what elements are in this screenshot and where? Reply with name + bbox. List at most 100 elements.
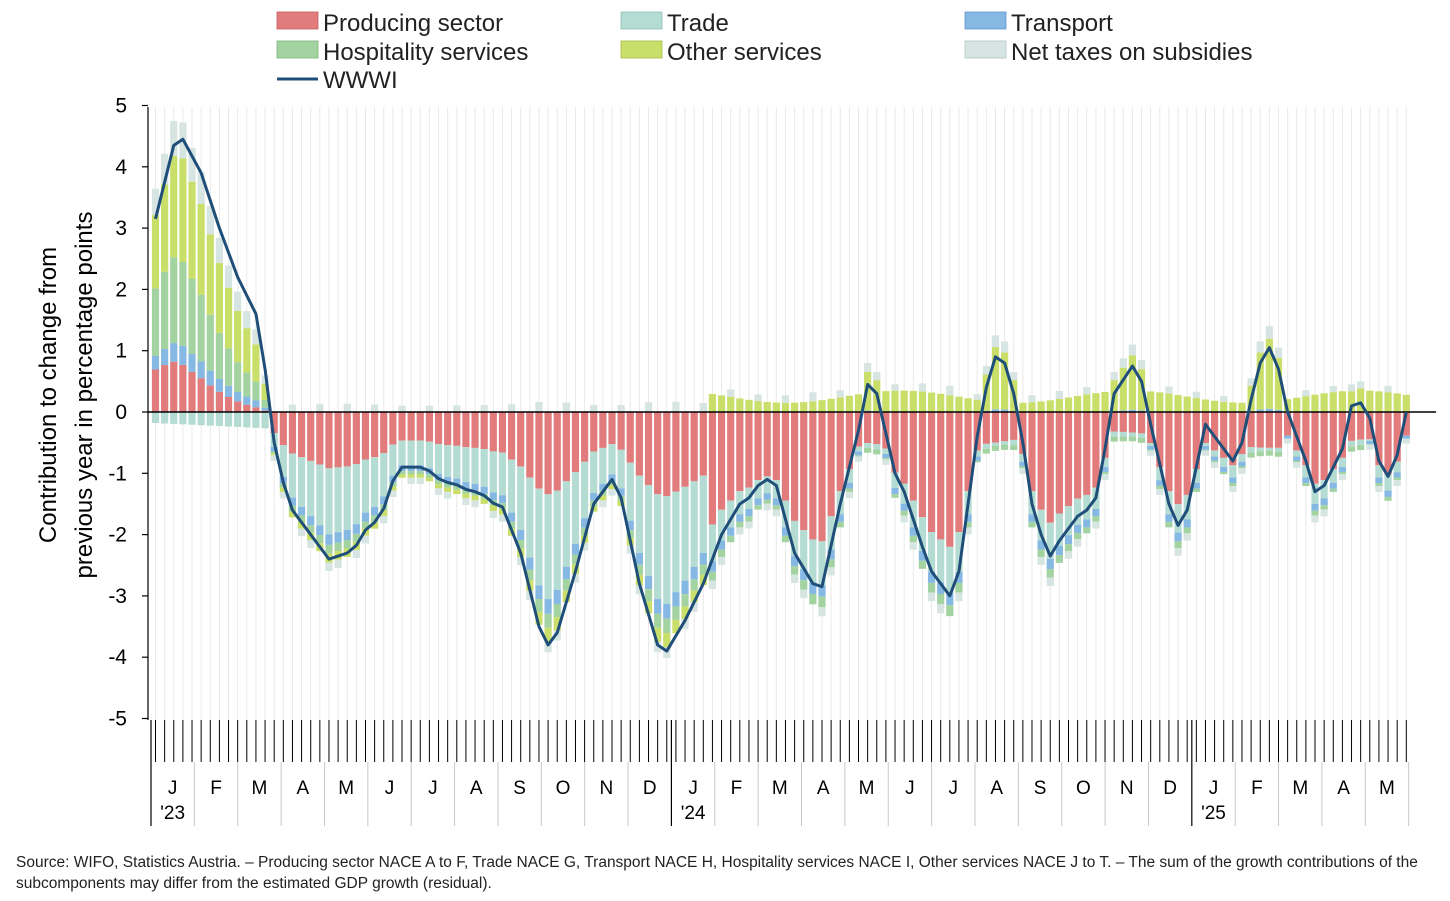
bar-transport	[654, 599, 662, 614]
bar-trade	[581, 461, 589, 519]
bar-hospitality-services	[1210, 460, 1219, 463]
bar-hospitality-services	[553, 603, 561, 618]
bar-trade	[827, 516, 835, 550]
bar-other-services	[1393, 393, 1401, 412]
bar-producing-sector	[1010, 412, 1018, 440]
bar-producing-sector	[836, 412, 844, 492]
bar-hospitality-services	[261, 399, 269, 408]
bar-trade	[690, 481, 698, 567]
bar-hospitality-services	[352, 533, 360, 542]
y-tick-label: -1	[108, 462, 127, 485]
bar-other-services	[1083, 394, 1091, 412]
x-month-label: A	[470, 778, 483, 799]
bar-producing-sector	[361, 412, 370, 460]
bar-other-services	[1119, 367, 1127, 411]
bar-trade	[224, 412, 233, 427]
bar-trade	[234, 412, 242, 427]
bar-producing-sector	[398, 412, 406, 441]
bar-producing-sector	[215, 391, 224, 412]
bar-net-taxes	[809, 392, 817, 402]
bar-transport	[1274, 409, 1283, 412]
bar-producing-sector	[1384, 412, 1392, 475]
bar-transport	[736, 514, 744, 522]
bar-producing-sector	[927, 412, 936, 533]
bar-hospitality-services	[809, 593, 817, 605]
bar-trade	[608, 444, 616, 475]
bar-trade	[1357, 439, 1365, 446]
bar-net-taxes	[389, 490, 397, 498]
bar-transport	[1064, 535, 1073, 545]
bar-net-taxes	[151, 188, 160, 216]
bar-net-taxes	[1000, 341, 1009, 353]
bar-hospitality-services	[1055, 555, 1063, 563]
x-month-label: J	[385, 778, 395, 799]
bar-producing-sector	[307, 412, 315, 461]
bar-transport	[818, 584, 826, 597]
x-month-label: F	[210, 778, 222, 799]
bar-transport	[681, 580, 689, 595]
bar-producing-sector	[1174, 412, 1182, 505]
bar-producing-sector	[453, 412, 461, 446]
bar-hospitality-services	[946, 605, 954, 617]
bar-transport	[151, 356, 160, 370]
bar-other-services	[553, 617, 561, 631]
bar-trade	[809, 539, 817, 583]
bar-transport	[1402, 435, 1410, 439]
bar-other-services	[681, 606, 689, 620]
bar-trade	[151, 412, 160, 424]
wwwi-line	[154, 137, 1408, 653]
bar-trade	[1229, 465, 1237, 478]
bar-hospitality-services	[681, 594, 689, 607]
bar-producing-sector	[179, 364, 187, 412]
bar-trade	[453, 445, 461, 479]
bar-producing-sector	[416, 412, 424, 441]
bar-transport	[900, 503, 908, 511]
bar-hospitality-services	[179, 261, 187, 346]
bar-trade	[864, 443, 872, 448]
bar-net-taxes	[1028, 395, 1036, 403]
bar-other-services	[1019, 402, 1027, 412]
bar-trade	[1174, 504, 1182, 533]
bar-trade	[1375, 465, 1383, 478]
bar-producing-sector	[279, 412, 287, 446]
bar-producing-sector	[553, 412, 561, 491]
bar-other-services	[1357, 388, 1365, 412]
bar-hospitality-services	[507, 521, 516, 529]
bar-transport	[608, 474, 616, 481]
bar-transport	[197, 361, 205, 379]
bar-producing-sector	[635, 412, 643, 476]
bar-transport	[973, 456, 981, 461]
bar-producing-sector	[252, 407, 260, 412]
bar-net-taxes	[462, 498, 470, 506]
bar-net-taxes	[352, 549, 360, 558]
bar-net-taxes	[416, 477, 424, 484]
bar-net-taxes	[325, 562, 333, 572]
bar-trade	[1074, 498, 1082, 525]
bar-transport	[1174, 532, 1182, 542]
x-month-label: A	[1337, 778, 1350, 799]
bar-producing-sector	[197, 378, 205, 412]
bar-producing-sector	[161, 365, 169, 412]
bar-transport	[206, 370, 214, 386]
bar-producing-sector	[334, 412, 342, 468]
bar-transport	[791, 556, 799, 567]
bar-trade	[1338, 457, 1346, 468]
bar-net-taxes	[1347, 384, 1356, 392]
bar-producing-sector	[891, 412, 899, 473]
bar-hospitality-services	[334, 542, 342, 552]
bar-producing-sector	[1128, 412, 1137, 433]
bar-other-services	[1320, 393, 1328, 412]
bar-transport	[991, 409, 1000, 412]
bar-producing-sector	[745, 412, 753, 488]
bar-producing-sector	[407, 412, 415, 441]
bar-net-taxes	[1402, 438, 1410, 444]
bar-producing-sector	[791, 412, 799, 521]
bar-trade	[891, 472, 899, 489]
bar-transport	[170, 343, 178, 362]
bar-hospitality-services	[252, 381, 260, 401]
bar-producing-sector	[982, 412, 990, 444]
bar-net-taxes	[982, 366, 990, 375]
bar-producing-sector	[1092, 412, 1100, 488]
bar-producing-sector	[708, 412, 717, 525]
bar-transport	[161, 348, 169, 366]
